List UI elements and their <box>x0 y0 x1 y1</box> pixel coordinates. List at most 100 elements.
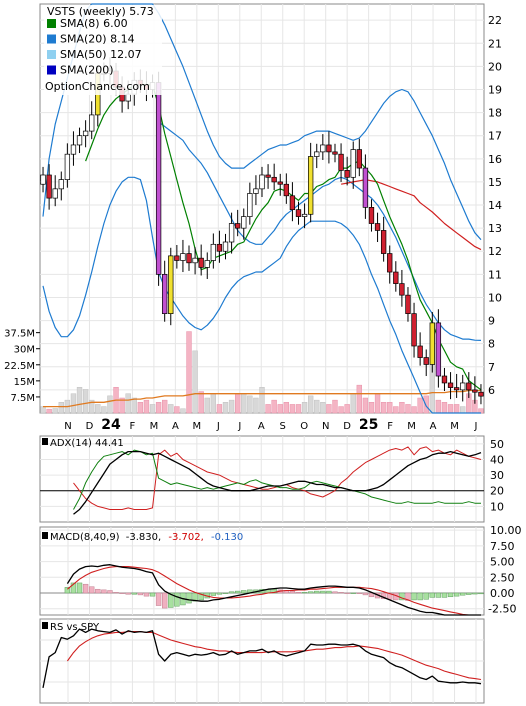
macd-histogram-bar <box>405 592 411 601</box>
macd-legend-value: -3.830, <box>126 532 161 543</box>
macd-histogram-bar <box>162 592 168 609</box>
candle-body <box>350 149 356 178</box>
macd-histogram-bar <box>453 592 460 597</box>
macd-histogram-bar <box>228 591 235 594</box>
candle-body <box>338 153 344 171</box>
candle-body <box>198 257 204 268</box>
candle-body <box>399 283 405 296</box>
volume-bar <box>155 402 162 414</box>
candle-body <box>466 382 472 391</box>
rs-panel: RS vs SPY <box>39 618 485 704</box>
price-tick-label: 8 <box>488 338 495 351</box>
legend-label: SMA(8) 6.00 <box>60 17 128 30</box>
volume-bar <box>149 404 156 414</box>
candle-body <box>374 223 381 231</box>
volume-bar <box>393 406 399 414</box>
candle-body <box>222 241 229 252</box>
price-axis: 22 21 20 19 18 17 16 15 14 13 12 11 10 9 8 7 6 <box>488 14 502 397</box>
x-tick-label: N <box>322 421 329 432</box>
candle-body <box>204 260 210 268</box>
macd-signal-value: -3.702, <box>168 532 203 543</box>
volume-bar <box>368 402 375 414</box>
volume-bar <box>356 384 362 414</box>
candle-body <box>356 149 362 169</box>
x-tick-label: M <box>407 421 416 432</box>
volume-bar <box>417 397 423 414</box>
candle-body <box>265 174 271 178</box>
macd-histogram-bar <box>314 590 320 594</box>
candle-body <box>247 193 253 217</box>
macd-histogram-bar <box>478 592 484 595</box>
adx-legend: ADX(14) 44.41 <box>50 438 124 449</box>
macd-tick-label: 0.00 <box>490 587 515 600</box>
volume-bar <box>265 404 271 414</box>
macd-tick-label: 2.50 <box>490 571 515 584</box>
candle-body <box>283 183 289 197</box>
candle-body <box>320 144 326 153</box>
macd-histogram-bar <box>295 592 302 594</box>
volume-bar <box>295 404 302 414</box>
volume-bar <box>222 402 229 414</box>
volume-bar <box>180 408 186 414</box>
candle-body <box>326 144 332 153</box>
volume-bar <box>441 402 448 414</box>
candle-body <box>76 135 83 146</box>
volume-tick-label: 15M <box>14 377 35 388</box>
volume-bar <box>95 404 101 414</box>
legend: VSTS (weekly) 5.73 SMA(8) 6.00 SMA(20) 8.… <box>44 5 162 95</box>
macd-histogram-bar <box>131 592 137 595</box>
candle-body <box>307 156 314 215</box>
volume-bar <box>192 350 198 414</box>
volume-bar <box>89 399 95 414</box>
volume-bar <box>82 389 89 414</box>
price-tick-label: 10 <box>488 291 502 304</box>
volume-bar <box>362 397 369 414</box>
macd-histogram-bar <box>362 592 369 596</box>
candle-body <box>447 382 454 388</box>
macd-tick-label: 10.00 <box>490 524 522 537</box>
candle-body <box>40 174 46 185</box>
candle-body <box>162 274 168 314</box>
macd-histogram-bar <box>460 592 466 596</box>
price-tick-label: 20 <box>488 60 502 73</box>
volume-bar <box>332 399 338 414</box>
volume-bar <box>301 402 308 414</box>
candle-body <box>168 255 174 314</box>
volume-bar <box>76 387 83 414</box>
macd-histogram-bar <box>441 592 448 598</box>
volume-bar <box>52 408 58 414</box>
macd-histogram-bar <box>119 592 125 594</box>
candle-body <box>253 188 259 194</box>
volume-bar <box>143 399 150 414</box>
volume-tick-label: 37.5M <box>4 329 35 340</box>
volume-bar <box>210 393 217 414</box>
candle-body <box>155 82 162 275</box>
candle-body <box>332 151 338 155</box>
macd-histogram-bar <box>149 592 156 597</box>
macd-histogram-bar <box>174 592 180 607</box>
volume-bar <box>277 404 283 414</box>
bollinger-bands <box>42 3 482 414</box>
volume-bar <box>174 406 180 414</box>
candle-body <box>453 387 460 391</box>
macd-histogram-bar <box>326 590 332 594</box>
macd-histogram-bar <box>320 590 326 594</box>
volume-bar <box>70 393 77 414</box>
bollinger-lower-band <box>42 176 481 414</box>
rs-line <box>42 628 482 689</box>
sma20-line <box>158 121 482 341</box>
candle-body <box>46 174 52 199</box>
candle-body <box>89 114 95 132</box>
price-tick-label: 19 <box>488 83 502 96</box>
candle-body <box>277 181 283 185</box>
macd-histogram-bar <box>234 590 241 594</box>
legend-swatch <box>47 19 56 28</box>
volume-bar <box>271 399 277 414</box>
candle-body <box>301 213 308 217</box>
volume-bar <box>228 399 235 414</box>
price-tick-label: 22 <box>488 14 502 27</box>
macd-legend-label: MACD(8,40,9) <box>50 532 120 543</box>
macd-histogram-bar <box>76 582 83 594</box>
volume-bar <box>46 408 52 414</box>
candle-body <box>58 179 64 190</box>
